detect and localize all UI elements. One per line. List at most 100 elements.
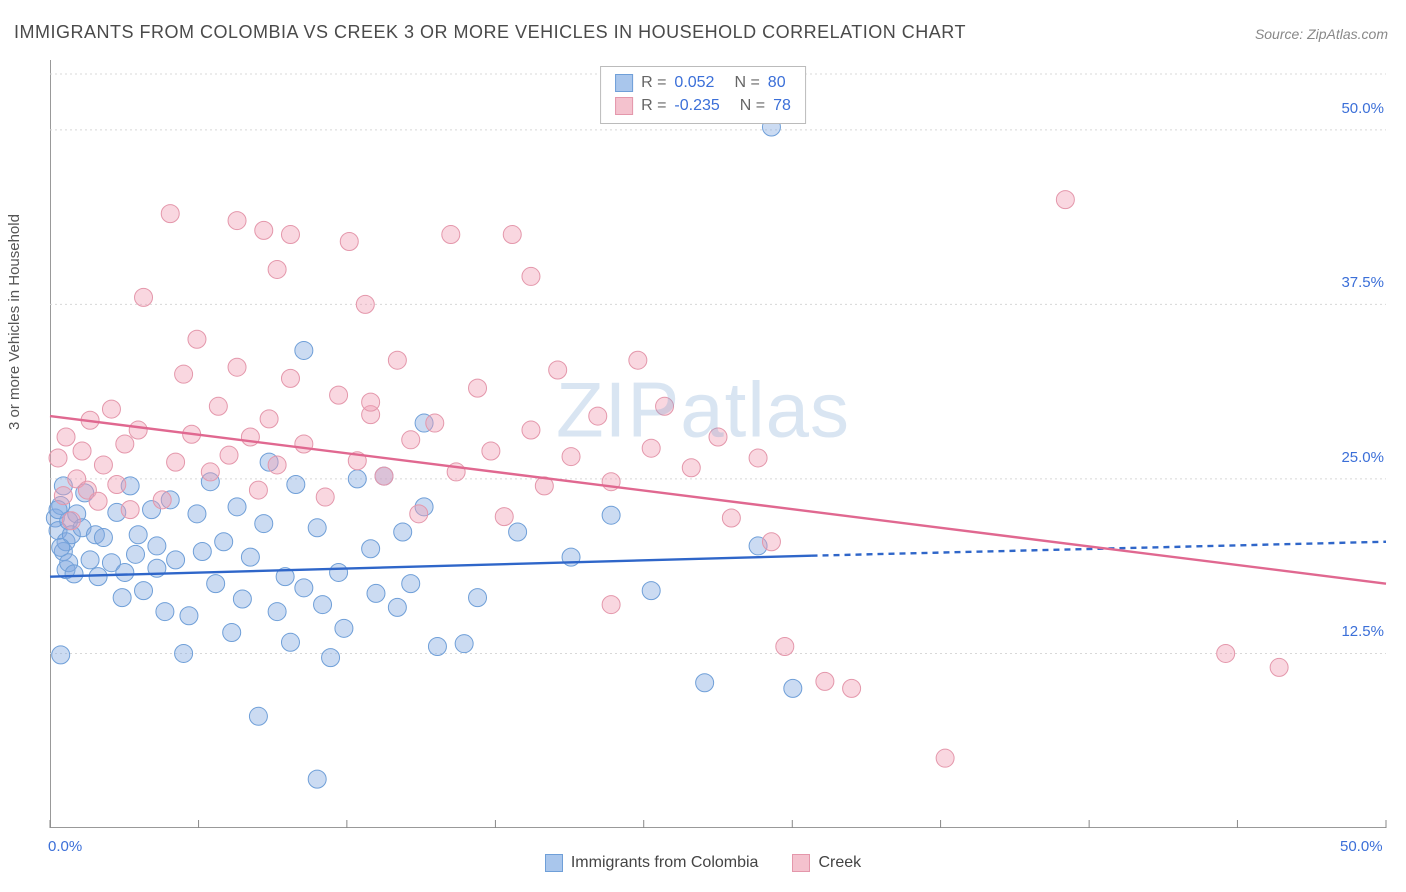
data-point bbox=[495, 508, 513, 526]
data-point bbox=[1270, 658, 1288, 676]
data-point bbox=[503, 226, 521, 244]
data-point bbox=[228, 212, 246, 230]
data-point bbox=[188, 330, 206, 348]
data-point bbox=[784, 679, 802, 697]
data-point bbox=[642, 439, 660, 457]
data-point bbox=[241, 548, 259, 566]
legend-label-creek: Creek bbox=[818, 854, 861, 872]
x-tick-label: 0.0% bbox=[48, 838, 82, 855]
data-point bbox=[207, 575, 225, 593]
data-point bbox=[295, 579, 313, 597]
data-point bbox=[121, 501, 139, 519]
data-point bbox=[228, 358, 246, 376]
legend-item-colombia: Immigrants from Colombia bbox=[545, 854, 759, 872]
data-point bbox=[362, 393, 380, 411]
data-point bbox=[249, 481, 267, 499]
data-point bbox=[260, 410, 278, 428]
stat-r-value-colombia: 0.052 bbox=[674, 71, 714, 94]
data-point bbox=[843, 679, 861, 697]
data-point bbox=[129, 421, 147, 439]
data-point bbox=[367, 584, 385, 602]
data-point bbox=[348, 470, 366, 488]
data-point bbox=[175, 644, 193, 662]
data-point bbox=[255, 221, 273, 239]
data-point bbox=[308, 770, 326, 788]
data-point bbox=[1217, 644, 1235, 662]
data-point bbox=[589, 407, 607, 425]
y-tick-label: 50.0% bbox=[1326, 100, 1384, 117]
data-point bbox=[215, 533, 233, 551]
data-point bbox=[228, 498, 246, 516]
data-point bbox=[696, 674, 714, 692]
swatch-creek-icon bbox=[792, 854, 810, 872]
data-point bbox=[287, 475, 305, 493]
data-point bbox=[223, 624, 241, 642]
data-point bbox=[314, 596, 332, 614]
stat-n-value-colombia: 80 bbox=[768, 71, 786, 94]
legend-bottom: Immigrants from Colombia Creek bbox=[0, 854, 1406, 872]
data-point bbox=[394, 523, 412, 541]
data-point bbox=[281, 633, 299, 651]
y-tick-label: 37.5% bbox=[1326, 274, 1384, 291]
stat-r-label: R = bbox=[641, 71, 666, 94]
data-point bbox=[402, 575, 420, 593]
data-point bbox=[94, 456, 112, 474]
data-point bbox=[161, 205, 179, 223]
data-point bbox=[268, 603, 286, 621]
data-point bbox=[936, 749, 954, 767]
data-point bbox=[156, 603, 174, 621]
data-point bbox=[209, 397, 227, 415]
data-point bbox=[340, 233, 358, 251]
data-point bbox=[94, 529, 112, 547]
stat-row-creek: R = -0.235 N = 78 bbox=[615, 94, 791, 117]
stat-n-value-creek: 78 bbox=[773, 94, 791, 117]
data-point bbox=[295, 341, 313, 359]
y-axis-label: 3 or more Vehicles in Household bbox=[6, 214, 23, 430]
data-point bbox=[629, 351, 647, 369]
data-point bbox=[442, 226, 460, 244]
data-point bbox=[220, 446, 238, 464]
data-point bbox=[281, 226, 299, 244]
data-point bbox=[682, 459, 700, 477]
data-point bbox=[316, 488, 334, 506]
stat-legend-box: R = 0.052 N = 80 R = -0.235 N = 78 bbox=[600, 66, 806, 124]
legend-label-colombia: Immigrants from Colombia bbox=[571, 854, 759, 872]
data-point bbox=[116, 563, 134, 581]
data-point bbox=[469, 379, 487, 397]
data-point bbox=[167, 453, 185, 471]
stat-n-label: N = bbox=[740, 94, 765, 117]
data-point bbox=[102, 400, 120, 418]
data-point bbox=[281, 369, 299, 387]
data-point bbox=[402, 431, 420, 449]
data-point bbox=[602, 596, 620, 614]
data-point bbox=[62, 512, 80, 530]
data-point bbox=[482, 442, 500, 460]
stat-r-label: R = bbox=[641, 94, 666, 117]
data-point bbox=[1056, 191, 1074, 209]
data-point bbox=[522, 267, 540, 285]
data-point bbox=[49, 449, 67, 467]
data-point bbox=[233, 590, 251, 608]
data-point bbox=[193, 543, 211, 561]
data-point bbox=[188, 505, 206, 523]
source-label: Source: ZipAtlas.com bbox=[1255, 26, 1388, 42]
data-point bbox=[135, 582, 153, 600]
x-tick-label: 50.0% bbox=[1340, 838, 1383, 855]
data-point bbox=[52, 538, 70, 556]
data-point bbox=[65, 565, 83, 583]
data-point bbox=[57, 428, 75, 446]
data-point bbox=[108, 475, 126, 493]
data-point bbox=[388, 598, 406, 616]
data-point bbox=[356, 295, 374, 313]
y-tick-label: 25.0% bbox=[1326, 449, 1384, 466]
chart-title: IMMIGRANTS FROM COLOMBIA VS CREEK 3 OR M… bbox=[14, 22, 966, 43]
data-point bbox=[135, 288, 153, 306]
data-point bbox=[295, 435, 313, 453]
data-point bbox=[175, 365, 193, 383]
data-point bbox=[388, 351, 406, 369]
data-point bbox=[249, 707, 267, 725]
data-point bbox=[268, 260, 286, 278]
data-point bbox=[522, 421, 540, 439]
data-point bbox=[153, 491, 171, 509]
data-point bbox=[73, 442, 91, 460]
